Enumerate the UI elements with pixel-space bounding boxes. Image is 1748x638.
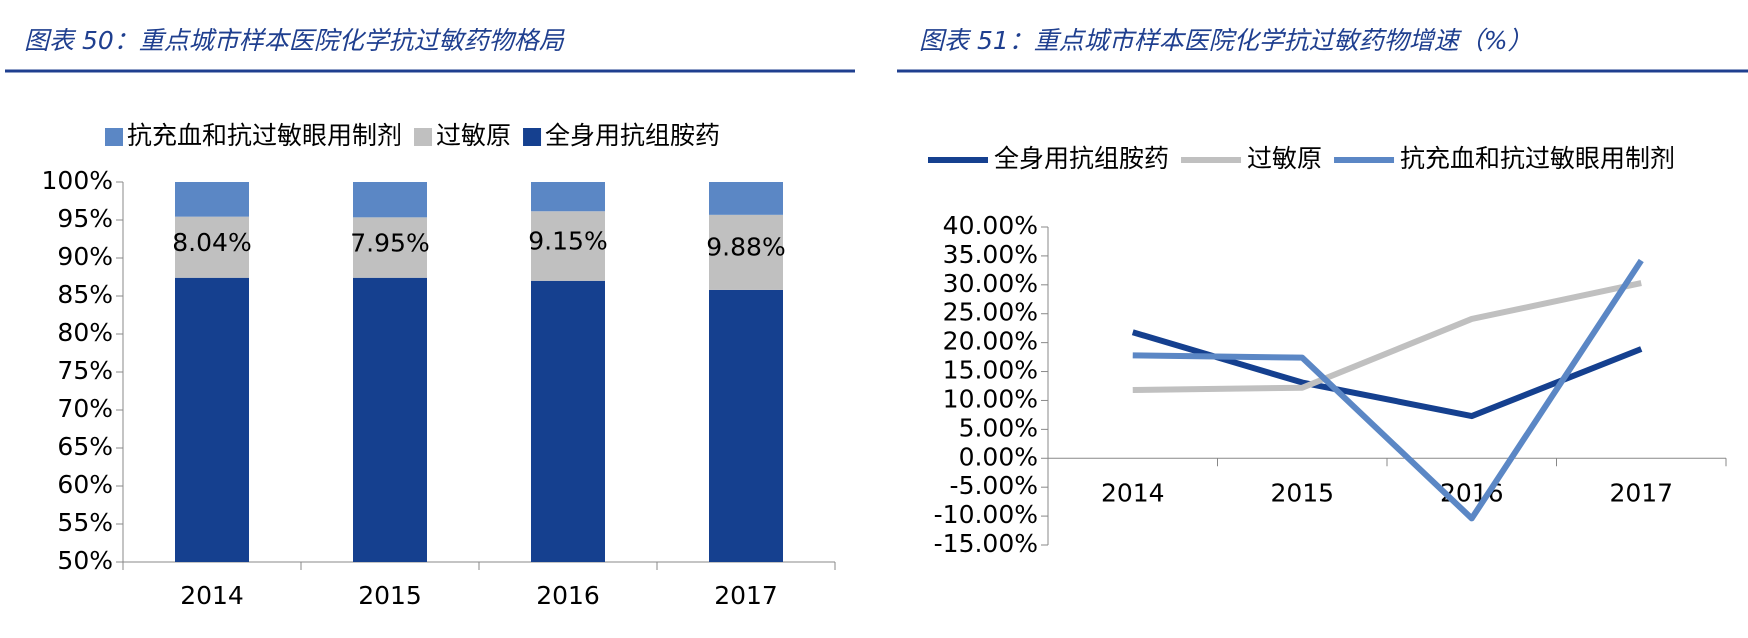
legend-label: 过敏原 xyxy=(1247,144,1322,173)
legend-label: 过敏原 xyxy=(436,121,511,150)
y-tick-label: 10.00% xyxy=(943,384,1038,413)
bar-segment xyxy=(175,216,249,278)
y-tick-label: 90% xyxy=(57,242,113,271)
x-tick-label: 2017 xyxy=(1609,478,1673,507)
y-tick-label: 95% xyxy=(57,204,113,233)
data-label: 7.95% xyxy=(350,229,429,258)
bar-segment xyxy=(531,280,605,562)
x-tick-label: 2015 xyxy=(358,581,422,610)
y-tick-label: 65% xyxy=(57,432,113,461)
x-tick-label: 2017 xyxy=(714,581,778,610)
legend-swatch xyxy=(414,128,433,146)
x-tick-label: 2016 xyxy=(536,581,600,610)
y-tick-label: 35.00% xyxy=(943,240,1038,269)
y-tick-label: 75% xyxy=(57,356,113,385)
y-tick-label: 70% xyxy=(57,394,113,423)
legend-label: 抗充血和抗过敏眼用制剂 xyxy=(127,121,402,150)
y-tick-label: -10.00% xyxy=(934,500,1038,529)
bar-segment xyxy=(709,214,783,290)
legend-label: 全身用抗组胺药 xyxy=(545,121,720,150)
bar-segment xyxy=(175,182,249,217)
y-tick-label: 100% xyxy=(42,166,113,195)
legend-label: 抗充血和抗过敏眼用制剂 xyxy=(1400,144,1675,173)
y-tick-label: 80% xyxy=(57,318,113,347)
y-tick-label: 5.00% xyxy=(959,413,1038,442)
y-tick-label: 50% xyxy=(57,546,113,575)
x-tick-label: 2014 xyxy=(180,581,244,610)
legend-swatch xyxy=(105,128,123,146)
data-label: 9.15% xyxy=(528,227,607,256)
y-tick-label: -5.00% xyxy=(950,471,1038,500)
y-tick-label: -15.00% xyxy=(934,529,1038,558)
y-tick-label: 40.00% xyxy=(943,211,1038,240)
y-tick-label: 55% xyxy=(57,508,113,537)
chart-title: 图表 51：重点城市样本医院化学抗过敏药物增速（%） xyxy=(919,26,1533,55)
bar-segment xyxy=(175,277,249,562)
line-series xyxy=(1132,280,1642,394)
bar-segment xyxy=(709,289,783,562)
bar-segment xyxy=(531,182,605,212)
legend-label: 全身用抗组胺药 xyxy=(994,144,1169,173)
y-tick-label: 85% xyxy=(57,280,113,309)
bar-segment xyxy=(531,211,605,281)
bar-segment xyxy=(353,182,427,218)
y-tick-label: 60% xyxy=(57,470,113,499)
data-label: 9.88% xyxy=(706,233,785,262)
legend-swatch xyxy=(523,128,542,146)
x-tick-label: 2015 xyxy=(1270,478,1334,507)
x-tick-label: 2014 xyxy=(1101,478,1165,507)
bar-segment xyxy=(709,182,783,215)
bar-segment xyxy=(353,217,427,278)
chart-title: 图表 50：重点城市样本医院化学抗过敏药物格局 xyxy=(24,26,566,55)
line-series xyxy=(1132,258,1644,522)
y-tick-label: 15.00% xyxy=(943,356,1038,385)
y-tick-label: 30.00% xyxy=(943,269,1038,298)
y-tick-label: 25.00% xyxy=(943,298,1038,327)
bar-segment xyxy=(353,277,427,562)
y-tick-label: 0.00% xyxy=(959,442,1038,471)
y-tick-label: 20.00% xyxy=(943,327,1038,356)
data-label: 8.04% xyxy=(172,228,251,257)
